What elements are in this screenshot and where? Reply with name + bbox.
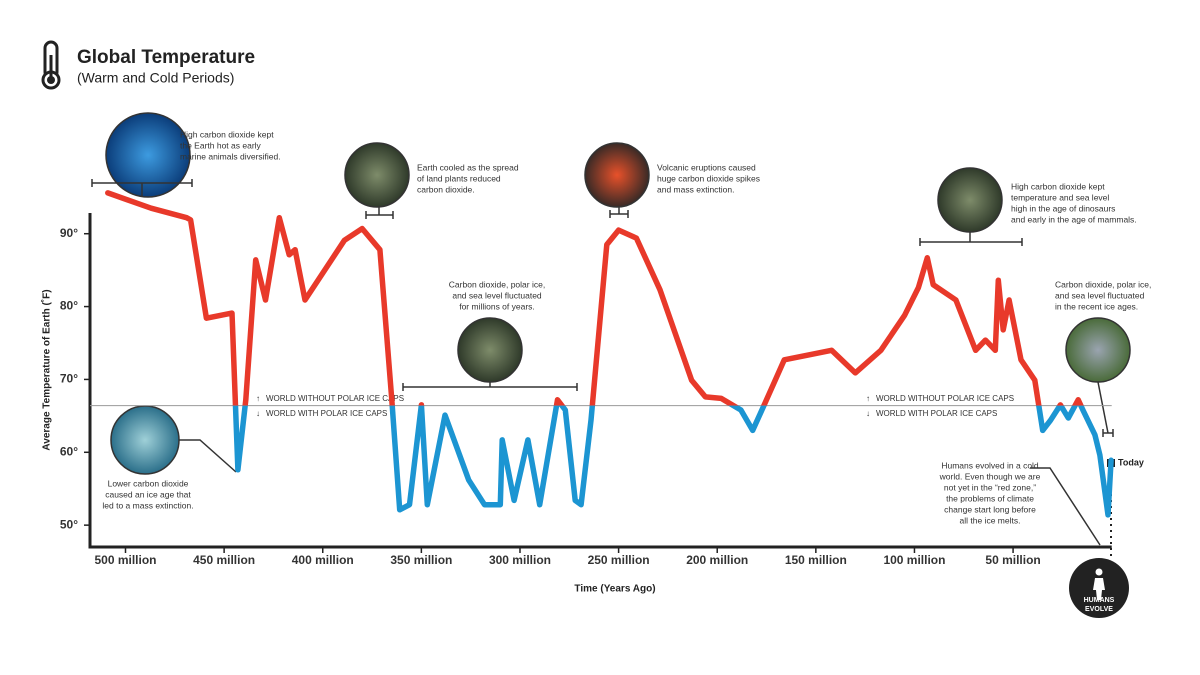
today-label: Today — [1118, 457, 1144, 467]
x-tick-label: 450 million — [193, 553, 255, 567]
ref-arrow: ↓ — [866, 409, 870, 418]
x-axis-title: Time (Years Ago) — [574, 584, 655, 595]
annotation-text: and sea level fluctuated — [452, 290, 542, 300]
annotation-text: Lower carbon dioxide — [108, 478, 189, 488]
temperature-line — [105, 190, 1084, 406]
thermometer-icon — [41, 40, 61, 90]
x-tick-label: 200 million — [686, 553, 748, 567]
annotation-text: Earth cooled as the spread — [417, 162, 519, 172]
annotation-text: caused an ice age that — [105, 489, 191, 499]
y-tick-label: 70° — [60, 372, 78, 386]
ref-label: WORLD WITHOUT POLAR ICE CAPS — [876, 394, 1014, 403]
ref-arrow: ↑ — [866, 394, 870, 403]
annotation-text: and sea level fluctuated — [1055, 290, 1145, 300]
ref-arrow: ↑ — [256, 394, 260, 403]
badge-text: HUMANS — [1084, 597, 1115, 604]
y-tick-label: 80° — [60, 299, 78, 313]
x-tick-label: 50 million — [985, 553, 1040, 567]
ref-label: WORLD WITH POLAR ICE CAPS — [266, 409, 387, 418]
annotation-text: world. Even though we are — [939, 471, 1041, 481]
annotation-text: Humans evolved in a cold — [941, 460, 1039, 470]
annotation-text: temperature and sea level — [1011, 192, 1109, 202]
y-tick-label: 60° — [60, 444, 78, 458]
annotation-text: Volcanic eruptions caused — [657, 162, 756, 172]
annotation-text: the Earth hot as early — [180, 140, 262, 150]
x-tick-label: 150 million — [785, 553, 847, 567]
x-tick-label: 250 million — [588, 553, 650, 567]
subtitle: (Warm and Cold Periods) — [77, 70, 234, 86]
annotation-text: not yet in the “red zone,” — [944, 482, 1036, 492]
annotation-text: High carbon dioxide kept — [1011, 181, 1105, 191]
annotation-text: and early in the age of mammals. — [1011, 214, 1137, 224]
annotation-text: in the recent ice ages. — [1055, 301, 1138, 311]
x-tick-label: 100 million — [883, 553, 945, 567]
badge-text: EVOLVE — [1085, 606, 1113, 613]
illustrations — [91, 112, 1131, 618]
annotation-text: carbon dioxide. — [417, 184, 475, 194]
annotation-text: all the ice melts. — [960, 515, 1021, 525]
x-tick-label: 300 million — [489, 553, 551, 567]
title: Global Temperature — [77, 47, 255, 68]
y-tick-label: 50° — [60, 517, 78, 531]
annotation-text: change start long before — [944, 504, 1036, 514]
x-tick-label: 400 million — [292, 553, 354, 567]
annotation-text: high in the age of dinosaurs — [1011, 203, 1115, 213]
x-tick-label: 500 million — [94, 553, 156, 567]
annotation-text: High carbon dioxide kept — [180, 129, 274, 139]
annotation-text: for millions of years. — [459, 301, 535, 311]
y-tick-label: 90° — [60, 226, 78, 240]
annotation-text: marine animals diversified. — [180, 151, 281, 161]
x-tick-label: 350 million — [390, 553, 452, 567]
annotation-text: huge carbon dioxide spikes — [657, 173, 760, 183]
ref-label: WORLD WITHOUT POLAR ICE CAPS — [266, 394, 404, 403]
annotation-text: of land plants reduced — [417, 173, 501, 183]
ref-label: WORLD WITH POLAR ICE CAPS — [876, 409, 997, 418]
y-axis-title: Average Temperature of Earth (˚F) — [41, 289, 53, 450]
annotation-text: and mass extinction. — [657, 184, 734, 194]
annotation-text: led to a mass extinction. — [102, 500, 193, 510]
ref-arrow: ↓ — [256, 409, 260, 418]
annotation-text: Carbon dioxide, polar ice, — [1055, 279, 1151, 289]
annotation-text: the problems of climate — [946, 493, 1034, 503]
annotation-text: Carbon dioxide, polar ice, — [449, 279, 545, 289]
